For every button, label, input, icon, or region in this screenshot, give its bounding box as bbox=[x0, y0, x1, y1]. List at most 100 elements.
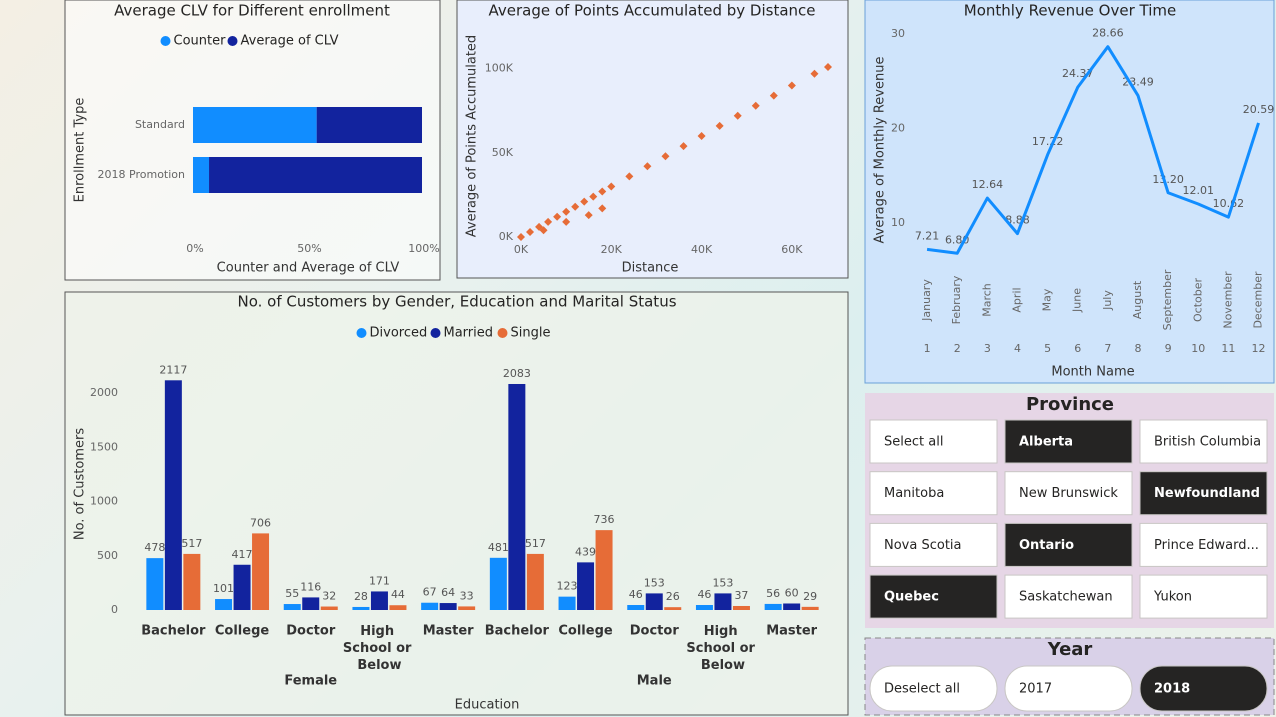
legend-label: Counter bbox=[174, 34, 227, 49]
data-label: 29 bbox=[803, 590, 817, 603]
slicer-item-label[interactable]: Manitoba bbox=[884, 486, 944, 501]
x-tick-label: Doctor bbox=[630, 624, 680, 639]
data-label: 32 bbox=[322, 590, 336, 603]
slicer-pill[interactable] bbox=[1004, 665, 1133, 712]
data-label: 55 bbox=[285, 587, 299, 600]
slicer-item[interactable] bbox=[869, 522, 998, 567]
y-axis-title: Enrollment Type bbox=[73, 98, 88, 203]
data-label: 10.62 bbox=[1213, 197, 1245, 210]
slicer-item[interactable] bbox=[1004, 471, 1133, 516]
data-label: 12.01 bbox=[1183, 184, 1215, 197]
x-tick-label: 40K bbox=[691, 243, 713, 256]
bar bbox=[421, 602, 439, 610]
bar-segment bbox=[193, 107, 317, 143]
slicer-item-label[interactable]: Ontario bbox=[1019, 538, 1074, 553]
y-tick-label: 1000 bbox=[90, 495, 118, 508]
bar bbox=[558, 596, 576, 610]
legend-marker bbox=[227, 36, 238, 46]
slicer-item-label[interactable]: British Columbia bbox=[1154, 435, 1261, 450]
point bbox=[589, 192, 598, 201]
bar bbox=[352, 606, 370, 610]
point bbox=[562, 217, 571, 226]
slicer-pill-label[interactable]: 2017 bbox=[1019, 682, 1052, 697]
bar bbox=[458, 606, 476, 610]
y-tick-label: 2018 Promotion bbox=[98, 168, 185, 181]
y-tick-label: 10 bbox=[891, 216, 905, 229]
x-tick-label: 50% bbox=[297, 242, 321, 255]
x-tick-label: 9 bbox=[1165, 342, 1172, 355]
data-label: 56 bbox=[766, 587, 780, 600]
slicer-item[interactable] bbox=[1004, 574, 1133, 619]
bar bbox=[283, 604, 301, 610]
data-label: 44 bbox=[391, 588, 405, 601]
bar bbox=[783, 603, 801, 610]
legend-label: Married bbox=[444, 326, 494, 341]
bar bbox=[595, 530, 613, 610]
bar bbox=[146, 558, 164, 610]
bar bbox=[370, 591, 388, 610]
data-label: 67 bbox=[423, 586, 437, 599]
slicer-item[interactable] bbox=[1139, 419, 1268, 464]
legend-marker bbox=[160, 36, 171, 46]
slicer-item-label[interactable]: Saskatchewan bbox=[1019, 590, 1113, 605]
slicer-pill-label[interactable]: Deselect all bbox=[884, 682, 960, 697]
bar bbox=[439, 603, 457, 610]
slicer-item-label[interactable]: Prince Edward... bbox=[1154, 538, 1259, 553]
point bbox=[584, 211, 593, 220]
bar bbox=[389, 605, 407, 610]
slicer-pill[interactable] bbox=[1139, 665, 1268, 712]
x-tick-label: High School or Below bbox=[343, 624, 416, 673]
slicer-item-label[interactable]: Select all bbox=[884, 435, 943, 450]
slicer-item-label[interactable]: Quebec bbox=[884, 590, 939, 605]
slicer-item[interactable] bbox=[1139, 471, 1268, 516]
data-label: 116 bbox=[300, 580, 321, 593]
x-tick-label: December bbox=[1252, 271, 1265, 329]
x-tick-label: November bbox=[1221, 271, 1234, 329]
x-tick-label: 5 bbox=[1044, 342, 1051, 355]
slicer-item[interactable] bbox=[869, 574, 998, 619]
bar bbox=[508, 383, 526, 610]
slicer-item-label[interactable]: Alberta bbox=[1019, 435, 1073, 450]
slicer-item[interactable] bbox=[869, 419, 998, 464]
data-label: 417 bbox=[232, 548, 253, 561]
x-tick-label: Bachelor bbox=[141, 624, 206, 639]
x-tick-label: 7 bbox=[1104, 342, 1111, 355]
slicer-item[interactable] bbox=[1004, 522, 1133, 567]
data-label: 17.22 bbox=[1032, 135, 1064, 148]
data-label: 46 bbox=[629, 588, 643, 601]
bar-segment bbox=[209, 157, 422, 193]
x-tick-label: College bbox=[215, 624, 270, 639]
data-label: 46 bbox=[697, 588, 711, 601]
bar bbox=[732, 605, 750, 610]
x-tick-label: 100% bbox=[408, 242, 439, 255]
x-tick-label: Bachelor bbox=[485, 624, 550, 639]
slicer-item[interactable] bbox=[1139, 522, 1268, 567]
slicer-item-label[interactable]: Nova Scotia bbox=[884, 538, 962, 553]
bar bbox=[164, 380, 182, 610]
slicer-pill-label[interactable]: 2018 bbox=[1154, 682, 1190, 697]
data-label: 517 bbox=[525, 537, 546, 550]
legend-marker bbox=[356, 328, 367, 338]
x-tick-label: 1 bbox=[924, 342, 931, 355]
y-tick-label: Standard bbox=[135, 118, 185, 131]
slicer-item[interactable] bbox=[1004, 419, 1133, 464]
bar bbox=[526, 553, 544, 610]
chart-title: Average CLV for Different enrollment bbox=[114, 2, 390, 20]
slicer-pill[interactable] bbox=[869, 665, 998, 712]
x-tick-label: College bbox=[558, 624, 613, 639]
bar bbox=[695, 605, 713, 610]
bar bbox=[801, 606, 819, 610]
slicer-item-label[interactable]: New Brunswick bbox=[1019, 486, 1118, 501]
slicer-item[interactable] bbox=[869, 471, 998, 516]
x-tick-label: January bbox=[920, 279, 933, 322]
x-tick-label: 10 bbox=[1191, 342, 1205, 355]
data-label: 101 bbox=[213, 582, 234, 595]
line bbox=[926, 45, 1260, 255]
slicer-item[interactable] bbox=[1139, 574, 1268, 619]
slicer-item-label[interactable]: Yukon bbox=[1153, 590, 1192, 605]
panel bbox=[64, 291, 849, 716]
slicer-item-label[interactable]: Newfoundland bbox=[1154, 486, 1260, 501]
x-tick-label: Master bbox=[423, 624, 474, 639]
data-label: 171 bbox=[369, 574, 390, 587]
